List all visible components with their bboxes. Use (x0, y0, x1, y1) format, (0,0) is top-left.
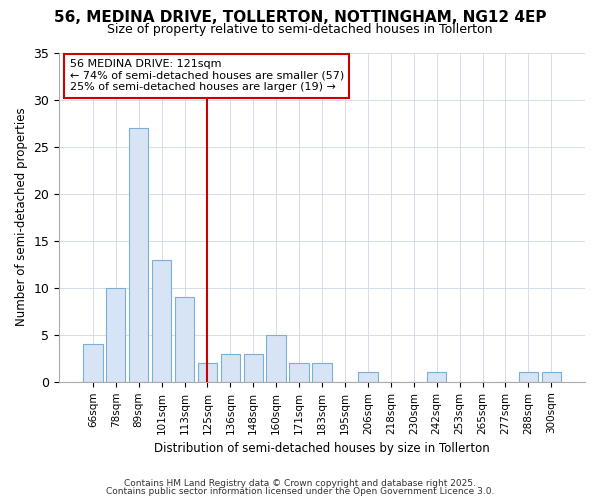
Bar (175, 297, 194, 382)
Bar (152, 260, 172, 382)
Bar (266, 335, 286, 382)
X-axis label: Distribution of semi-detached houses by size in Tollerton: Distribution of semi-detached houses by … (154, 442, 490, 455)
Text: Size of property relative to semi-detached houses in Tollerton: Size of property relative to semi-detach… (107, 22, 493, 36)
Text: Contains public sector information licensed under the Open Government Licence 3.: Contains public sector information licen… (106, 487, 494, 496)
Bar (542, 372, 561, 382)
Bar (289, 363, 309, 382)
Text: 56 MEDINA DRIVE: 121sqm
← 74% of semi-detached houses are smaller (57)
25% of se: 56 MEDINA DRIVE: 121sqm ← 74% of semi-de… (70, 59, 344, 92)
Bar (129, 128, 148, 382)
Bar (221, 354, 240, 382)
Bar (83, 344, 103, 382)
Y-axis label: Number of semi-detached properties: Number of semi-detached properties (15, 108, 28, 326)
Bar (197, 363, 217, 382)
Bar (518, 372, 538, 382)
Bar (358, 372, 377, 382)
Bar (427, 372, 446, 382)
Text: Contains HM Land Registry data © Crown copyright and database right 2025.: Contains HM Land Registry data © Crown c… (124, 478, 476, 488)
Bar (313, 363, 332, 382)
Bar (244, 354, 263, 382)
Text: 56, MEDINA DRIVE, TOLLERTON, NOTTINGHAM, NG12 4EP: 56, MEDINA DRIVE, TOLLERTON, NOTTINGHAM,… (54, 10, 546, 25)
Bar (106, 288, 125, 382)
